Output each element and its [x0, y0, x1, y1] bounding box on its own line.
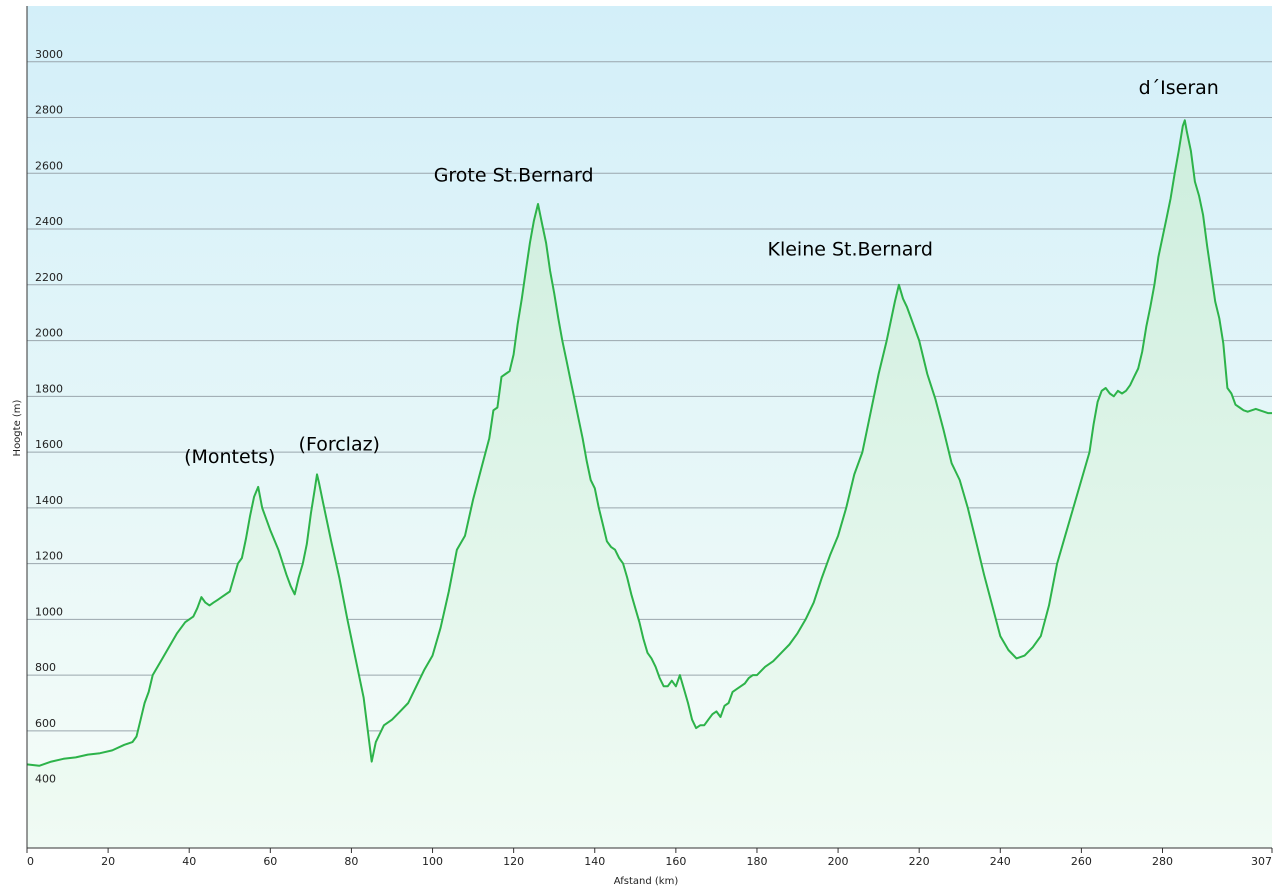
x-tick-label: 220 — [909, 855, 930, 868]
x-tick-label: 260 — [1071, 855, 1092, 868]
x-tick-label: 200 — [828, 855, 849, 868]
y-tick-label: 1400 — [35, 494, 63, 507]
x-tick-label: 0 — [27, 855, 34, 868]
x-axis-ticks: 0 20 40 60 80 100 120 140 160 180 200 220 240 260 280 3… — [26, 848, 1273, 868]
x-tick-label: 80 — [344, 855, 358, 868]
y-tick-label: 3000 — [35, 48, 63, 61]
x-axis-title: Afstand (km) — [614, 876, 679, 887]
y-tick-label: 1600 — [35, 438, 63, 451]
x-tick-label: 180 — [746, 855, 767, 868]
peak-label: (Montets) — [184, 446, 275, 468]
y-tick-label: 2800 — [35, 104, 63, 117]
elevation-line — [26, 119, 1272, 767]
x-tick-label: 240 — [990, 855, 1011, 868]
y-tick-label: 2000 — [35, 327, 63, 340]
y-axis-ticks: 400 600 800 1000 1200 1400 1600 1800 2000 2200 240… — [35, 48, 63, 786]
y-tick-label: 2600 — [35, 159, 63, 172]
x-tick-label: 100 — [422, 855, 443, 868]
x-tick-label: 120 — [503, 855, 524, 868]
y-tick-label: 800 — [35, 661, 56, 674]
y-tick-label: 400 — [35, 773, 56, 786]
x-tick-label: 307 — [1251, 855, 1272, 868]
peak-label: Kleine St.Bernard — [768, 239, 933, 261]
x-tick-label: 160 — [665, 855, 686, 868]
x-tick-label: 280 — [1152, 855, 1173, 868]
y-tick-label: 2200 — [35, 271, 63, 284]
peak-label: d´Iseran — [1139, 77, 1219, 99]
y-tick-label: 1200 — [35, 550, 63, 563]
y-tick-label: 1000 — [35, 605, 63, 618]
y-tick-label: 600 — [35, 717, 56, 730]
peak-label: Grote St.Bernard — [434, 165, 594, 187]
peak-annotations: (Montets) (Forclaz) Grote St.Bernard Kleine… — [184, 77, 1219, 468]
y-tick-label: 2400 — [35, 215, 63, 228]
x-tick-label: 60 — [263, 855, 277, 868]
x-tick-label: 40 — [182, 855, 196, 868]
x-tick-label: 140 — [584, 855, 605, 868]
peak-label: (Forclaz) — [299, 434, 380, 456]
y-tick-label: 1800 — [35, 382, 63, 395]
elevation-area — [27, 120, 1272, 849]
x-tick-label: 20 — [101, 855, 115, 868]
y-axis-title: Hoogte (m) — [12, 399, 23, 456]
